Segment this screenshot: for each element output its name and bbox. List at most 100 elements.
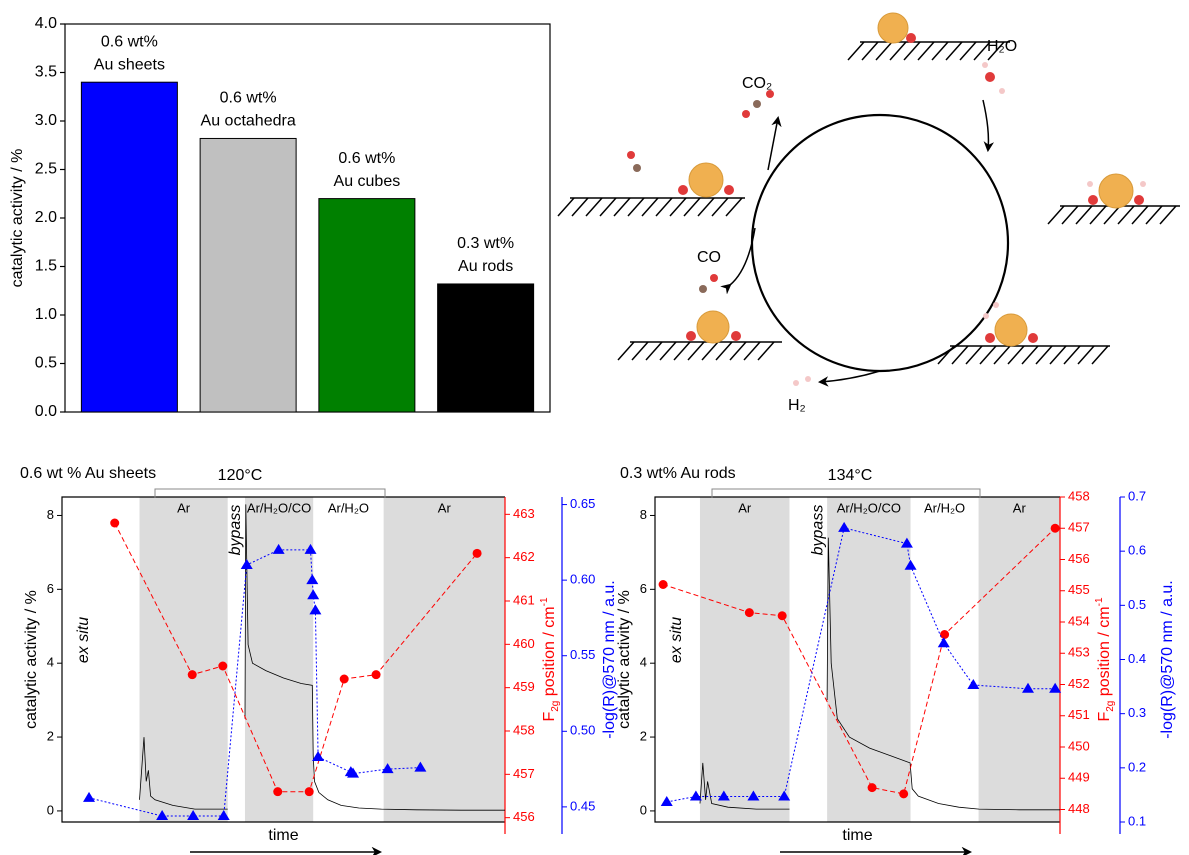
bypass-label: bypass — [809, 505, 826, 556]
x-axis-label: time — [842, 827, 872, 844]
hatch — [1048, 206, 1064, 224]
atom — [1088, 195, 1098, 205]
label-part: 2g — [550, 701, 561, 712]
point — [83, 792, 95, 802]
point — [473, 549, 482, 558]
label-part: F — [541, 712, 558, 722]
hatch — [586, 198, 602, 216]
atom — [1134, 195, 1144, 205]
atom — [753, 100, 761, 108]
y-tick-label: 8 — [640, 507, 647, 522]
y-tick-label: 2 — [640, 728, 647, 743]
hatch — [1132, 206, 1148, 224]
atom — [731, 331, 741, 341]
point — [967, 679, 979, 689]
hatch — [1160, 206, 1176, 224]
hatch — [952, 346, 968, 364]
y2-tick-label: 458 — [1068, 488, 1090, 503]
region — [140, 497, 228, 822]
bar — [438, 284, 534, 412]
side-label: ex situ — [75, 617, 92, 663]
y3-tick-label: 0.6 — [1128, 543, 1146, 558]
y-tick-label: 4 — [640, 655, 647, 670]
point — [745, 608, 754, 617]
y2-tick-label: 455 — [1068, 582, 1090, 597]
region-label: Ar/H₂O — [924, 500, 965, 515]
label-part: position / cm — [541, 606, 558, 700]
point — [273, 787, 282, 796]
hatch — [670, 198, 686, 216]
y-tick-label: 0.0 — [35, 403, 57, 420]
hatch — [1008, 346, 1024, 364]
region-label: Ar — [438, 500, 452, 515]
y3-tick-label: 0.45 — [570, 798, 595, 813]
hatch — [1104, 206, 1120, 224]
bar-label: 0.6 wt% — [338, 150, 395, 167]
y-tick-label: 1.5 — [35, 258, 57, 275]
au-particle — [878, 13, 908, 43]
hatch — [646, 342, 662, 360]
region — [827, 497, 910, 822]
y-axis-label: catalytic activity / % — [616, 590, 633, 729]
hatch — [932, 42, 948, 60]
hatch — [1022, 346, 1038, 364]
y2-tick-label: 458 — [513, 722, 535, 737]
y2-tick-label: 449 — [1068, 770, 1090, 785]
hatch — [890, 42, 906, 60]
y3-tick-label: 0.65 — [570, 496, 595, 511]
hatch — [862, 42, 878, 60]
y3-tick-label: 0.4 — [1128, 651, 1146, 666]
atom — [999, 88, 1005, 94]
y2-tick-label: 462 — [513, 549, 535, 564]
molecule-label: H₂O — [987, 38, 1017, 55]
hatch — [726, 198, 742, 216]
label-part: -1 — [1094, 597, 1105, 606]
y2-tick-label: 454 — [1068, 613, 1090, 628]
atom — [906, 33, 916, 43]
region — [700, 497, 790, 822]
y2-tick-label: 453 — [1068, 645, 1090, 660]
hatch — [994, 346, 1010, 364]
hatch — [558, 198, 574, 216]
hatch — [1062, 206, 1078, 224]
hatch — [744, 342, 760, 360]
x-axis-label: time — [268, 827, 298, 844]
atom — [678, 185, 688, 195]
atom — [1140, 181, 1146, 187]
point — [372, 670, 381, 679]
y2-tick-label: 452 — [1068, 676, 1090, 691]
region-label: Ar/H₂O/CO — [247, 500, 311, 515]
au-particle — [689, 163, 723, 197]
atom — [982, 62, 988, 68]
hatch — [966, 346, 982, 364]
region-label: Ar — [738, 500, 752, 515]
hatch — [642, 198, 658, 216]
atom — [993, 302, 999, 308]
bar-label: 0.6 wt% — [220, 90, 277, 107]
y-tick-label: 0 — [47, 802, 54, 817]
atom — [985, 72, 995, 82]
y3-tick-label: 0.55 — [570, 647, 595, 662]
au-particle — [1099, 174, 1133, 208]
hatch — [876, 42, 892, 60]
hatch — [980, 346, 996, 364]
y2-tick-label: 459 — [513, 679, 535, 694]
point — [778, 611, 787, 620]
hatch — [1050, 346, 1066, 364]
point — [1051, 524, 1060, 533]
hatch — [712, 198, 728, 216]
hatch — [1146, 206, 1162, 224]
point — [868, 783, 877, 792]
annotation: 120°C — [218, 467, 263, 484]
y-tick-label: 2.5 — [35, 161, 57, 178]
hatch — [618, 342, 634, 360]
y-tick-label: 6 — [47, 581, 54, 596]
y-tick-label: 4 — [47, 655, 54, 670]
hatch — [684, 198, 700, 216]
y3-tick-label: 0.2 — [1128, 759, 1146, 774]
point — [940, 630, 949, 639]
chart-title: 0.3 wt% Au rods — [620, 465, 736, 482]
y3-tick-label: 0.60 — [570, 572, 595, 587]
hatch — [628, 198, 644, 216]
figure: CO₂ H₂O CO H₂ 0.00.51.01.52.02.53.03.54.… — [0, 0, 1189, 855]
